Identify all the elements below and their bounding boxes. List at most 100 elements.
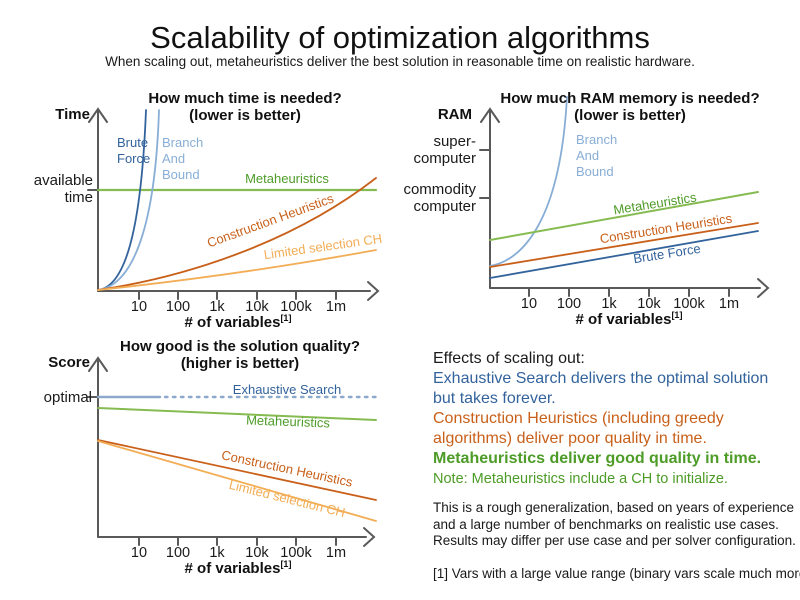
x-label-text: # of variables [575,311,672,328]
limited-selection-ch-line [98,441,376,521]
commodity-computer-line2: computer [413,198,476,215]
time-chart-title-line1: How much time is needed? [148,90,342,107]
limited-selection-ch-curve [98,250,376,290]
y-axis-arrow-icon [89,109,107,122]
quality-chart-title: How good is the solution quality? (highe… [90,338,390,372]
time-x-tick-100k: 100k [280,299,312,315]
bab-label-line1: Branch [576,132,618,147]
time-x-tick-1m: 1m [325,299,347,315]
quality-x-tick-1m: 1m [325,545,347,561]
quality-x-axis-label: # of variables[1] [118,559,358,577]
ram-chart-title-line2: (lower is better) [574,107,686,124]
x-label-footnote-ref: [1] [280,559,292,569]
x-axis-arrow-icon [364,528,374,546]
construction-heuristics-line [490,223,758,267]
time-x-tick-1k: 1k [209,299,225,315]
quality-x-tick-100k: 100k [280,545,312,561]
time-x-tick-10: 10 [130,299,148,315]
effects-exhaustive-line1: Exhaustive Search delivers the optimal s… [433,370,769,387]
commodity-computer-annotation: commodity computer [386,181,476,215]
brute-force-label-line1: Brute [117,135,149,150]
quality-x-tick-1k: 1k [209,545,225,561]
bab-label-line2: And [576,148,600,163]
effects-exhaustive-line2: but takes forever. [433,390,556,407]
footnote: [1] Vars with a large value range (binar… [433,566,800,581]
ram-chart-series [490,97,758,278]
effects-metaheuristics-line: Metaheuristics deliver good quality in t… [433,450,762,467]
quality-chart-axes [88,358,374,546]
time-x-axis-label: # of variables[1] [118,313,358,331]
optimal-annotation: optimal [43,389,92,406]
quality-chart-series [98,397,376,521]
branch-and-bound-curve [98,110,159,290]
disclaimer-line2: and a large number of benchmarks on real… [433,516,779,532]
ram-x-tick-10k: 10k [637,296,661,312]
disclaimer-line3: Results may differ per use case and per … [433,533,796,548]
bab-label-line2: And [162,151,186,166]
time-y-axis-label: Time [55,106,90,123]
ram-x-axis-label: # of variables[1] [509,310,749,328]
quality-x-tick-10: 10 [130,545,148,561]
x-label-text: # of variables [184,560,281,577]
time-x-tick-10k: 10k [245,299,269,315]
super-computer-line1: super- [433,133,476,150]
ram-x-tick-1m: 1m [718,296,740,312]
quality-chart-title-line1: How good is the solution quality? [120,338,360,355]
branch-and-bound-curve [490,97,567,266]
ram-x-tick-100k: 100k [673,296,705,312]
ram-chart-title-line1: How much RAM memory is needed? [500,90,760,107]
ram-chart-title: How much RAM memory is needed? (lower is… [478,90,782,124]
page-subtitle: When scaling out, metaheuristics deliver… [105,54,695,69]
quality-x-tick-10k: 10k [245,545,269,561]
effects-heading: Effects of scaling out: [433,350,585,367]
brute-force-label-line2: Force [117,151,151,166]
page-title: Scalability of optimization algorithms [150,20,650,55]
quality-chart-title-line2: (higher is better) [180,355,300,372]
brute-force-line [490,231,758,278]
bab-label-line3: Bound [576,164,614,179]
quality-x-tick-100: 100 [165,545,191,561]
available-time-line2: time [64,189,93,206]
x-ticks [139,291,336,299]
x-ticks [529,288,729,296]
effects-note: Note: Metaheuristics include a CH to ini… [433,471,728,487]
x-label-text: # of variables [184,314,281,331]
ram-x-tick-100: 100 [556,296,582,312]
effects-block: Effects of scaling out: Exhaustive Searc… [433,349,798,489]
metaheuristics-line [490,192,758,240]
x-ticks [139,537,336,545]
ram-x-tick-1k: 1k [601,296,617,312]
ram-chart-axes [480,109,768,297]
time-chart-axes [88,109,378,300]
effects-construction-line2: algorithms) deliver poor quality in time… [433,430,707,447]
brute-force-label: Brute Force [117,135,150,167]
branch-and-bound-label: Branch And Bound [162,135,203,183]
disclaimer-block: This is a rough generalization, based on… [433,500,798,550]
metaheuristics-line [98,408,376,420]
effects-construction-line1: Construction Heuristics (including greed… [433,410,724,427]
commodity-computer-line1: commodity [403,181,476,198]
available-time-line1: available [33,172,93,189]
x-label-footnote-ref: [1] [280,313,292,323]
branch-and-bound-label: Branch And Bound [576,132,617,180]
metaheuristics-label: Metaheuristics [245,171,329,186]
bab-label-line3: Bound [162,167,200,182]
time-chart-title-line2: (lower is better) [189,107,301,124]
x-axis-arrow-icon [368,282,378,300]
exhaustive-search-label: Exhaustive Search [232,382,342,397]
x-label-footnote-ref: [1] [671,310,683,320]
time-chart-series [98,110,376,290]
time-x-tick-100: 100 [165,299,191,315]
super-computer-annotation: super- computer [396,133,476,167]
construction-heuristics-line [98,440,376,500]
bab-label-line1: Branch [162,135,204,150]
time-chart-title: How much time is needed? (lower is bette… [95,90,395,124]
construction-heuristics-curve [98,178,376,290]
available-time-annotation: available time [20,172,93,206]
y-axis-arrow-icon [89,358,107,371]
disclaimer-line1: This is a rough generalization, based on… [433,500,794,515]
ram-x-tick-10: 10 [520,296,538,312]
y-axis-arrow-icon [481,109,499,122]
